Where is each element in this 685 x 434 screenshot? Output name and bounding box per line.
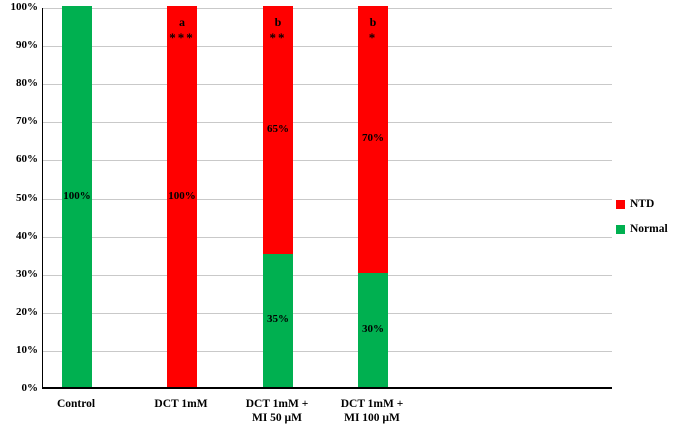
annotation-letter: a <box>179 15 185 29</box>
x-category-label: DCT 1mM + MI 50 µM <box>245 398 309 424</box>
bar-value-label: 100% <box>168 189 196 202</box>
gridline <box>43 84 612 86</box>
gridline <box>43 198 612 200</box>
bar-segment-ntd: 65% <box>263 6 293 254</box>
annotation-stars: ** <box>269 30 287 45</box>
bar-segment-ntd: 100% <box>167 6 197 387</box>
gridline <box>43 160 612 162</box>
gridline <box>43 350 612 352</box>
y-tick-label: 10% <box>16 343 38 356</box>
legend-item-normal: Normal <box>616 223 668 235</box>
gridline <box>43 312 612 314</box>
y-tick-label: 30% <box>16 267 38 280</box>
legend-swatch <box>616 224 625 234</box>
y-tick-label: 20% <box>16 305 38 318</box>
annotation-stars: * <box>368 30 378 45</box>
bar-segment-normal: 35% <box>263 253 293 387</box>
annotation-letter: b <box>369 15 377 29</box>
gridline <box>43 46 612 48</box>
legend-label: NTD <box>630 198 655 210</box>
x-category-label: Control <box>56 398 96 410</box>
gridline <box>43 122 612 124</box>
legend: NTD Normal <box>616 198 668 248</box>
x-category-label: DCT 1mM <box>154 398 208 410</box>
annotation-letter: b <box>274 15 282 29</box>
y-tick-label: 40% <box>16 229 38 242</box>
legend-swatch <box>616 199 625 209</box>
bar-value-label: 35% <box>267 313 289 326</box>
bar-segment-normal: 30% <box>358 272 388 387</box>
legend-label: Normal <box>630 223 668 235</box>
legend-item-ntd: NTD <box>616 198 668 210</box>
x-category-label: DCT 1mM + MI 100 µM <box>340 398 404 424</box>
bar-value-label: 70% <box>362 132 384 145</box>
significance-annotation: a *** <box>152 15 212 45</box>
gridline <box>43 236 612 238</box>
annotation-stars: *** <box>169 30 195 45</box>
y-tick-label: 0% <box>21 382 39 394</box>
bar-value-label: 100% <box>63 189 91 202</box>
y-tick-label: 50% <box>16 191 38 204</box>
bar-value-label: 30% <box>362 322 384 335</box>
y-tick-label: 80% <box>16 77 38 90</box>
y-tick-label: 100% <box>10 1 39 13</box>
gridline <box>43 274 612 276</box>
bar-segment-ntd: 70% <box>358 6 388 273</box>
gridline <box>43 8 612 9</box>
y-tick-label: 60% <box>16 153 38 166</box>
significance-annotation: b * <box>343 15 403 45</box>
significance-annotation: b ** <box>248 15 308 45</box>
bar-segment-normal: 100% <box>62 6 92 387</box>
plot-area: 100% 100% 35% 65% 30% 70% a *** b ** b * <box>42 6 612 389</box>
y-tick-label: 90% <box>16 39 38 52</box>
y-tick-label: 70% <box>16 115 38 128</box>
bar-value-label: 65% <box>267 122 289 135</box>
